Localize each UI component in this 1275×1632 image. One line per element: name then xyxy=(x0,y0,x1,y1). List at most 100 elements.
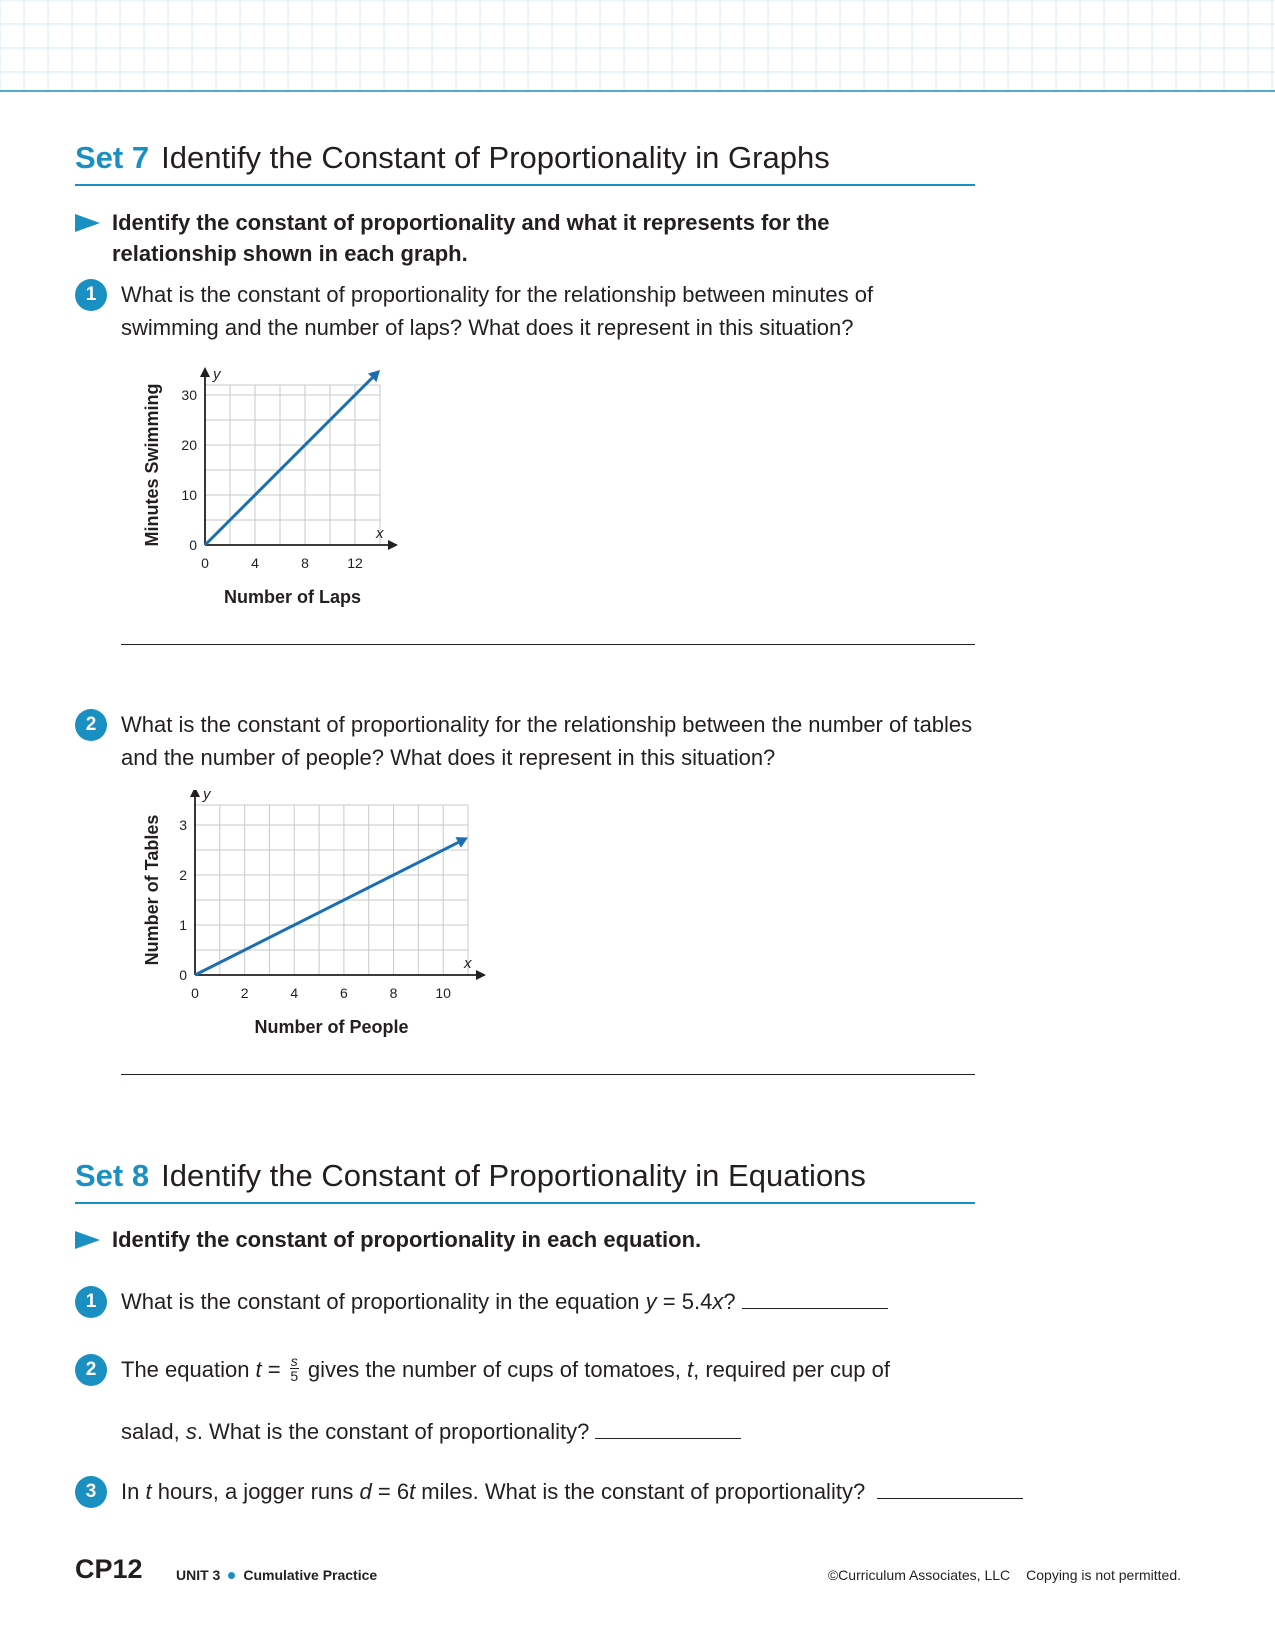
y-tick-label: 1 xyxy=(179,917,187,933)
variable: t xyxy=(145,1479,152,1504)
x-tick-label: 4 xyxy=(251,555,259,571)
text: = 6 xyxy=(371,1479,410,1504)
set8-question-2-text-cont: salad, s. What is the constant of propor… xyxy=(121,1415,975,1448)
x-axis-title: Number of Laps xyxy=(224,587,361,607)
text: miles. What is the constant of proportio… xyxy=(415,1479,866,1504)
x-tick-label: 12 xyxy=(347,555,363,571)
copy-notice: Copying is not permitted. xyxy=(1026,1567,1181,1583)
x-axis-letter: x xyxy=(463,955,472,972)
set8-question-2-line2: salad, s. What is the constant of propor… xyxy=(75,1415,975,1448)
header-grid-band xyxy=(0,0,1275,92)
set8-question-3-text: In t hours, a jogger runs d = 6t miles. … xyxy=(121,1475,1175,1508)
text: In xyxy=(121,1479,146,1504)
set7-heading: Set 7 Identify the Constant of Proportion… xyxy=(75,140,975,186)
set7-question-1: 1 What is the constant of proportionalit… xyxy=(75,278,975,344)
y-tick-label: 30 xyxy=(181,387,197,403)
variable: y xyxy=(645,1289,657,1314)
x-tick-label: 6 xyxy=(340,985,348,1001)
y-axis-letter: y xyxy=(202,790,212,803)
text: . What is the constant of proportionalit… xyxy=(196,1419,590,1444)
text: salad, xyxy=(121,1419,186,1444)
y-tick-label: 10 xyxy=(181,487,197,503)
set8-title: Identify the Constant of Proportionality… xyxy=(161,1158,866,1193)
unit-label: UNIT 3 xyxy=(176,1567,221,1583)
question-number-badge: 1 xyxy=(75,1286,107,1318)
set7-title: Identify the Constant of Proportionality… xyxy=(161,140,830,175)
x-tick-label: 4 xyxy=(290,985,298,1001)
page-code: CP12 xyxy=(75,1554,143,1584)
x-tick-label: 2 xyxy=(241,985,249,1001)
x-tick-label: 10 xyxy=(435,985,451,1001)
set8-question-1-text: What is the constant of proportionality … xyxy=(121,1285,975,1318)
footer-unit: UNIT 3 Cumulative Practice xyxy=(176,1567,377,1583)
fraction-denominator: 5 xyxy=(290,1367,299,1384)
text: What is the constant of proportionality … xyxy=(121,1289,646,1314)
set7-question-2: 2 What is the constant of proportionalit… xyxy=(75,708,975,774)
series-line xyxy=(194,841,459,977)
y-axis-title: Minutes Swimming xyxy=(142,383,162,546)
footer-copyright: ©Curriculum Associates, LLC Copying is no… xyxy=(828,1567,1181,1583)
x-axis-arrow-icon xyxy=(388,540,398,550)
arrow-right-icon xyxy=(75,214,100,232)
set8-heading: Set 8 Identify the Constant of Proportion… xyxy=(75,1158,975,1204)
x-tick-label: 8 xyxy=(301,555,309,571)
tables-graph: y x 0 2 4 6 8 10 0 1 2 3 Number of People Number of T… xyxy=(142,790,486,1037)
set8-instruction: Identify the constant of proportionality… xyxy=(75,1224,935,1255)
section-label: Cumulative Practice xyxy=(243,1567,378,1583)
fraction-numerator: s xyxy=(289,1352,299,1369)
question-number-badge: 1 xyxy=(75,279,107,311)
set7-question-2-text: What is the constant of proportionality … xyxy=(121,712,973,770)
x-axis-arrow-icon xyxy=(476,970,486,980)
variable: d xyxy=(359,1479,372,1504)
y-tick-label: 0 xyxy=(179,967,187,983)
set8-question-3: 3 In t hours, a jogger runs d = 6t miles… xyxy=(75,1475,1175,1508)
y-tick-label: 2 xyxy=(179,867,187,883)
x-tick-label: 8 xyxy=(390,985,398,1001)
x-axis-letter: x xyxy=(375,525,384,542)
set8-number: Set 8 xyxy=(75,1158,150,1193)
y-axis-title: Number of Tables xyxy=(142,815,162,966)
answer-line[interactable] xyxy=(121,1074,975,1075)
set7-number: Set 7 xyxy=(75,140,150,175)
y-tick-label: 3 xyxy=(179,817,187,833)
arrow-right-icon xyxy=(75,1231,100,1249)
variable: t xyxy=(255,1357,262,1382)
set7-instruction-text: Identify the constant of proportionality… xyxy=(112,210,830,266)
text: ? xyxy=(723,1289,736,1314)
y-axis-arrow-icon xyxy=(190,790,200,797)
series-arrow-icon xyxy=(455,837,468,848)
y-axis-arrow-icon xyxy=(200,367,210,377)
answer-blank[interactable] xyxy=(595,1416,742,1439)
variable: t xyxy=(686,1357,694,1382)
y-tick-label: 20 xyxy=(181,437,197,453)
x-tick-label: 0 xyxy=(191,985,199,1001)
y-tick-label: 0 xyxy=(189,537,197,553)
question-number-badge: 2 xyxy=(75,1354,107,1386)
variable: s xyxy=(185,1419,197,1444)
set7-instruction: Identify the constant of proportionality… xyxy=(75,207,935,269)
x-tick-label: 0 xyxy=(201,555,209,571)
series-arrow-icon xyxy=(367,370,380,383)
series-line xyxy=(203,376,374,547)
text: , required per cup of xyxy=(693,1357,890,1382)
bullet-icon xyxy=(228,1572,236,1580)
text: = xyxy=(261,1357,287,1382)
variable: t xyxy=(409,1479,416,1504)
set8-instruction-text: Identify the constant of proportionality… xyxy=(112,1227,702,1252)
question-number-badge: 2 xyxy=(75,709,107,741)
answer-blank[interactable] xyxy=(877,1476,1024,1499)
answer-blank[interactable] xyxy=(741,1286,888,1309)
answer-line[interactable] xyxy=(121,644,975,645)
swimming-graph: y x 0 4 8 12 0 10 20 30 Number of Laps Minutes Swim… xyxy=(142,366,398,607)
text: = 5.4 xyxy=(656,1289,713,1314)
variable: x xyxy=(712,1289,724,1314)
copyright-text: ©Curriculum Associates, LLC xyxy=(827,1567,1011,1583)
x-axis-title: Number of People xyxy=(254,1017,408,1037)
set7-question-1-text: What is the constant of proportionality … xyxy=(121,282,874,340)
text: gives the number of cups of tomatoes, xyxy=(301,1357,687,1382)
y-axis-letter: y xyxy=(212,366,222,383)
question-number-badge: 3 xyxy=(75,1476,107,1508)
